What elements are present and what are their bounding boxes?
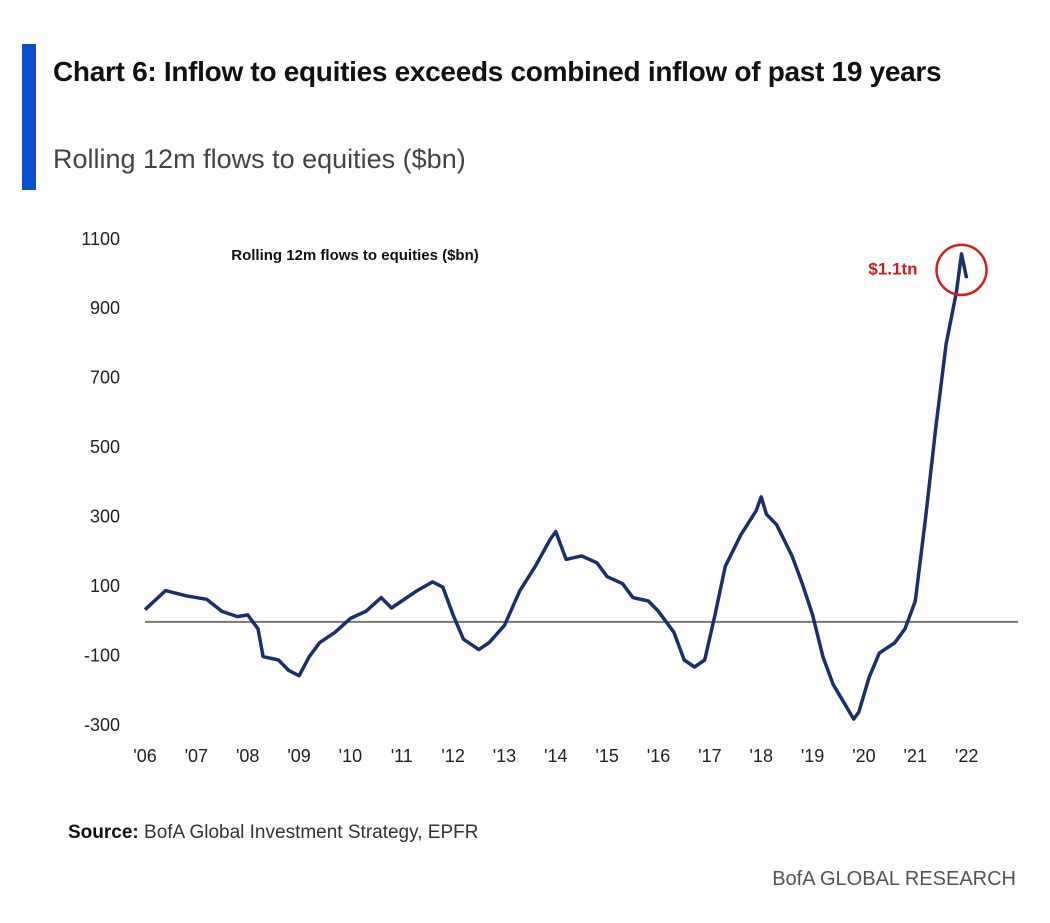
x-tick-label: '19 (801, 746, 824, 766)
x-tick-label: '16 (647, 746, 670, 766)
x-tick-label: '13 (493, 746, 516, 766)
x-tick-label: '17 (698, 746, 721, 766)
highlight-circle (935, 243, 988, 297)
x-tick-label: '20 (852, 746, 875, 766)
y-tick-label: 500 (90, 437, 120, 457)
y-tick-label: -100 (84, 645, 120, 665)
source-label: Source: (68, 822, 139, 843)
x-tick-label: '06 (133, 746, 156, 766)
plot-title: Rolling 12m flows to equities ($bn) (231, 247, 479, 264)
x-tick-label: '18 (750, 746, 773, 766)
annotation: $1.1tn (868, 259, 917, 278)
x-tick-label: '22 (955, 746, 978, 766)
source: Source: BofA Global Investment Strategy,… (68, 822, 478, 844)
y-tick-label: 100 (90, 576, 120, 596)
y-tick-label: 900 (90, 298, 120, 318)
source-text: BofA Global Investment Strategy, EPFR (144, 822, 479, 843)
y-tick-label: 300 (90, 506, 120, 526)
accent-bar (22, 44, 36, 190)
x-tick-label: '10 (339, 746, 362, 766)
x-tick-label: '11 (391, 746, 413, 766)
y-tick-label: 700 (90, 368, 120, 388)
y-tick-label: -300 (84, 715, 120, 735)
y-tick-label: 1100 (81, 229, 120, 249)
x-tick-label: '14 (544, 746, 567, 766)
chart-subtitle: Rolling 12m flows to equities ($bn) (53, 144, 466, 174)
x-tick-label: '21 (904, 746, 927, 766)
line-series (143, 252, 969, 721)
footer: BofA GLOBAL RESEARCH (772, 868, 1016, 890)
chart-title: Chart 6: Inflow to equities exceeds comb… (53, 56, 942, 87)
x-tick-label: '07 (185, 746, 208, 766)
x-tick-label: '09 (287, 746, 310, 766)
x-tick-label: '12 (441, 746, 464, 766)
x-tick-label: '08 (236, 746, 259, 766)
x-tick-label: '15 (595, 746, 618, 766)
